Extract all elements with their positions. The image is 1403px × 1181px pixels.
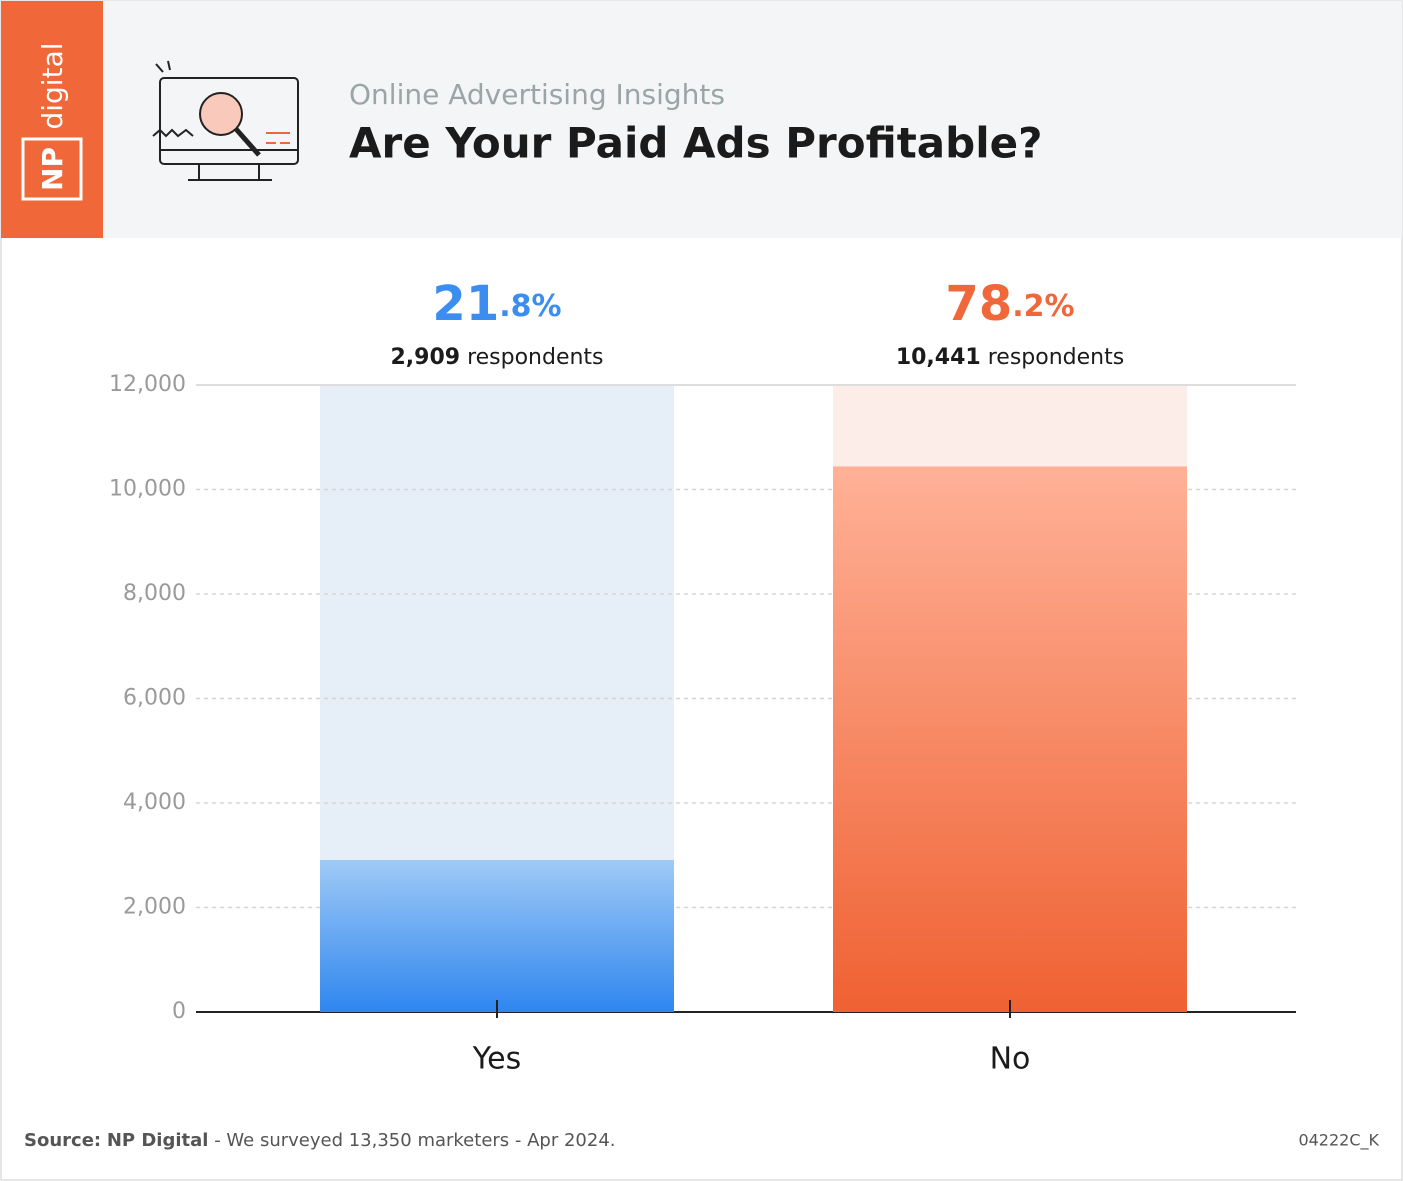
bar bbox=[320, 860, 674, 1012]
code: 04222C_K bbox=[1298, 1131, 1379, 1151]
respondents-label: 2,909 respondents bbox=[390, 345, 603, 370]
source-label: Source: bbox=[24, 1130, 101, 1151]
x-tick-label: No bbox=[990, 1042, 1031, 1077]
logo-digital: digital bbox=[36, 42, 69, 129]
y-tick-label: 10,000 bbox=[109, 477, 186, 502]
y-tick-label: 6,000 bbox=[123, 686, 186, 711]
bar bbox=[833, 466, 1187, 1012]
source-name: NP Digital bbox=[107, 1130, 209, 1151]
source-note: - We surveyed 13,350 marketers - Apr 202… bbox=[208, 1130, 615, 1151]
share-label: 78.2% bbox=[945, 276, 1074, 332]
subtitle: Online Advertising Insights bbox=[349, 78, 725, 111]
value-suffix: respondents bbox=[467, 345, 603, 370]
y-tick-label: 2,000 bbox=[123, 895, 186, 920]
share-label: 21.8% bbox=[432, 276, 561, 332]
y-tick-label: 4,000 bbox=[123, 790, 186, 815]
logo-np: NP bbox=[36, 147, 69, 191]
value-suffix: respondents bbox=[988, 345, 1124, 370]
value-label: 10,441 bbox=[896, 345, 981, 370]
title: Are Your Paid Ads Profitable? bbox=[349, 119, 1042, 168]
y-tick-label: 8,000 bbox=[123, 581, 186, 606]
y-tick-label: 12,000 bbox=[109, 372, 186, 397]
y-tick-label: 0 bbox=[172, 999, 186, 1024]
icon bbox=[152, 60, 299, 181]
logo-box bbox=[21, 137, 83, 201]
x-tick-label: Yes bbox=[472, 1042, 521, 1077]
respondents-label: 10,441 respondents bbox=[896, 345, 1124, 370]
value-label: 2,909 bbox=[390, 345, 460, 370]
source: Source: NP Digital - We surveyed 13,350 … bbox=[24, 1130, 616, 1151]
